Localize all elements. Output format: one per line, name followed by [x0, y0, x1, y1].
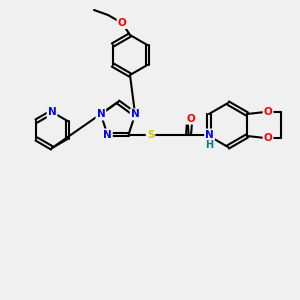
- Text: O: O: [264, 107, 272, 117]
- Text: N: N: [131, 110, 140, 119]
- Text: S: S: [147, 130, 154, 140]
- Text: N: N: [48, 107, 56, 117]
- Text: O: O: [186, 114, 195, 124]
- Text: N: N: [205, 130, 214, 140]
- Text: H: H: [206, 140, 214, 150]
- Text: N: N: [97, 110, 105, 119]
- Text: O: O: [118, 18, 126, 28]
- Text: O: O: [264, 133, 272, 143]
- Text: N: N: [103, 130, 112, 140]
